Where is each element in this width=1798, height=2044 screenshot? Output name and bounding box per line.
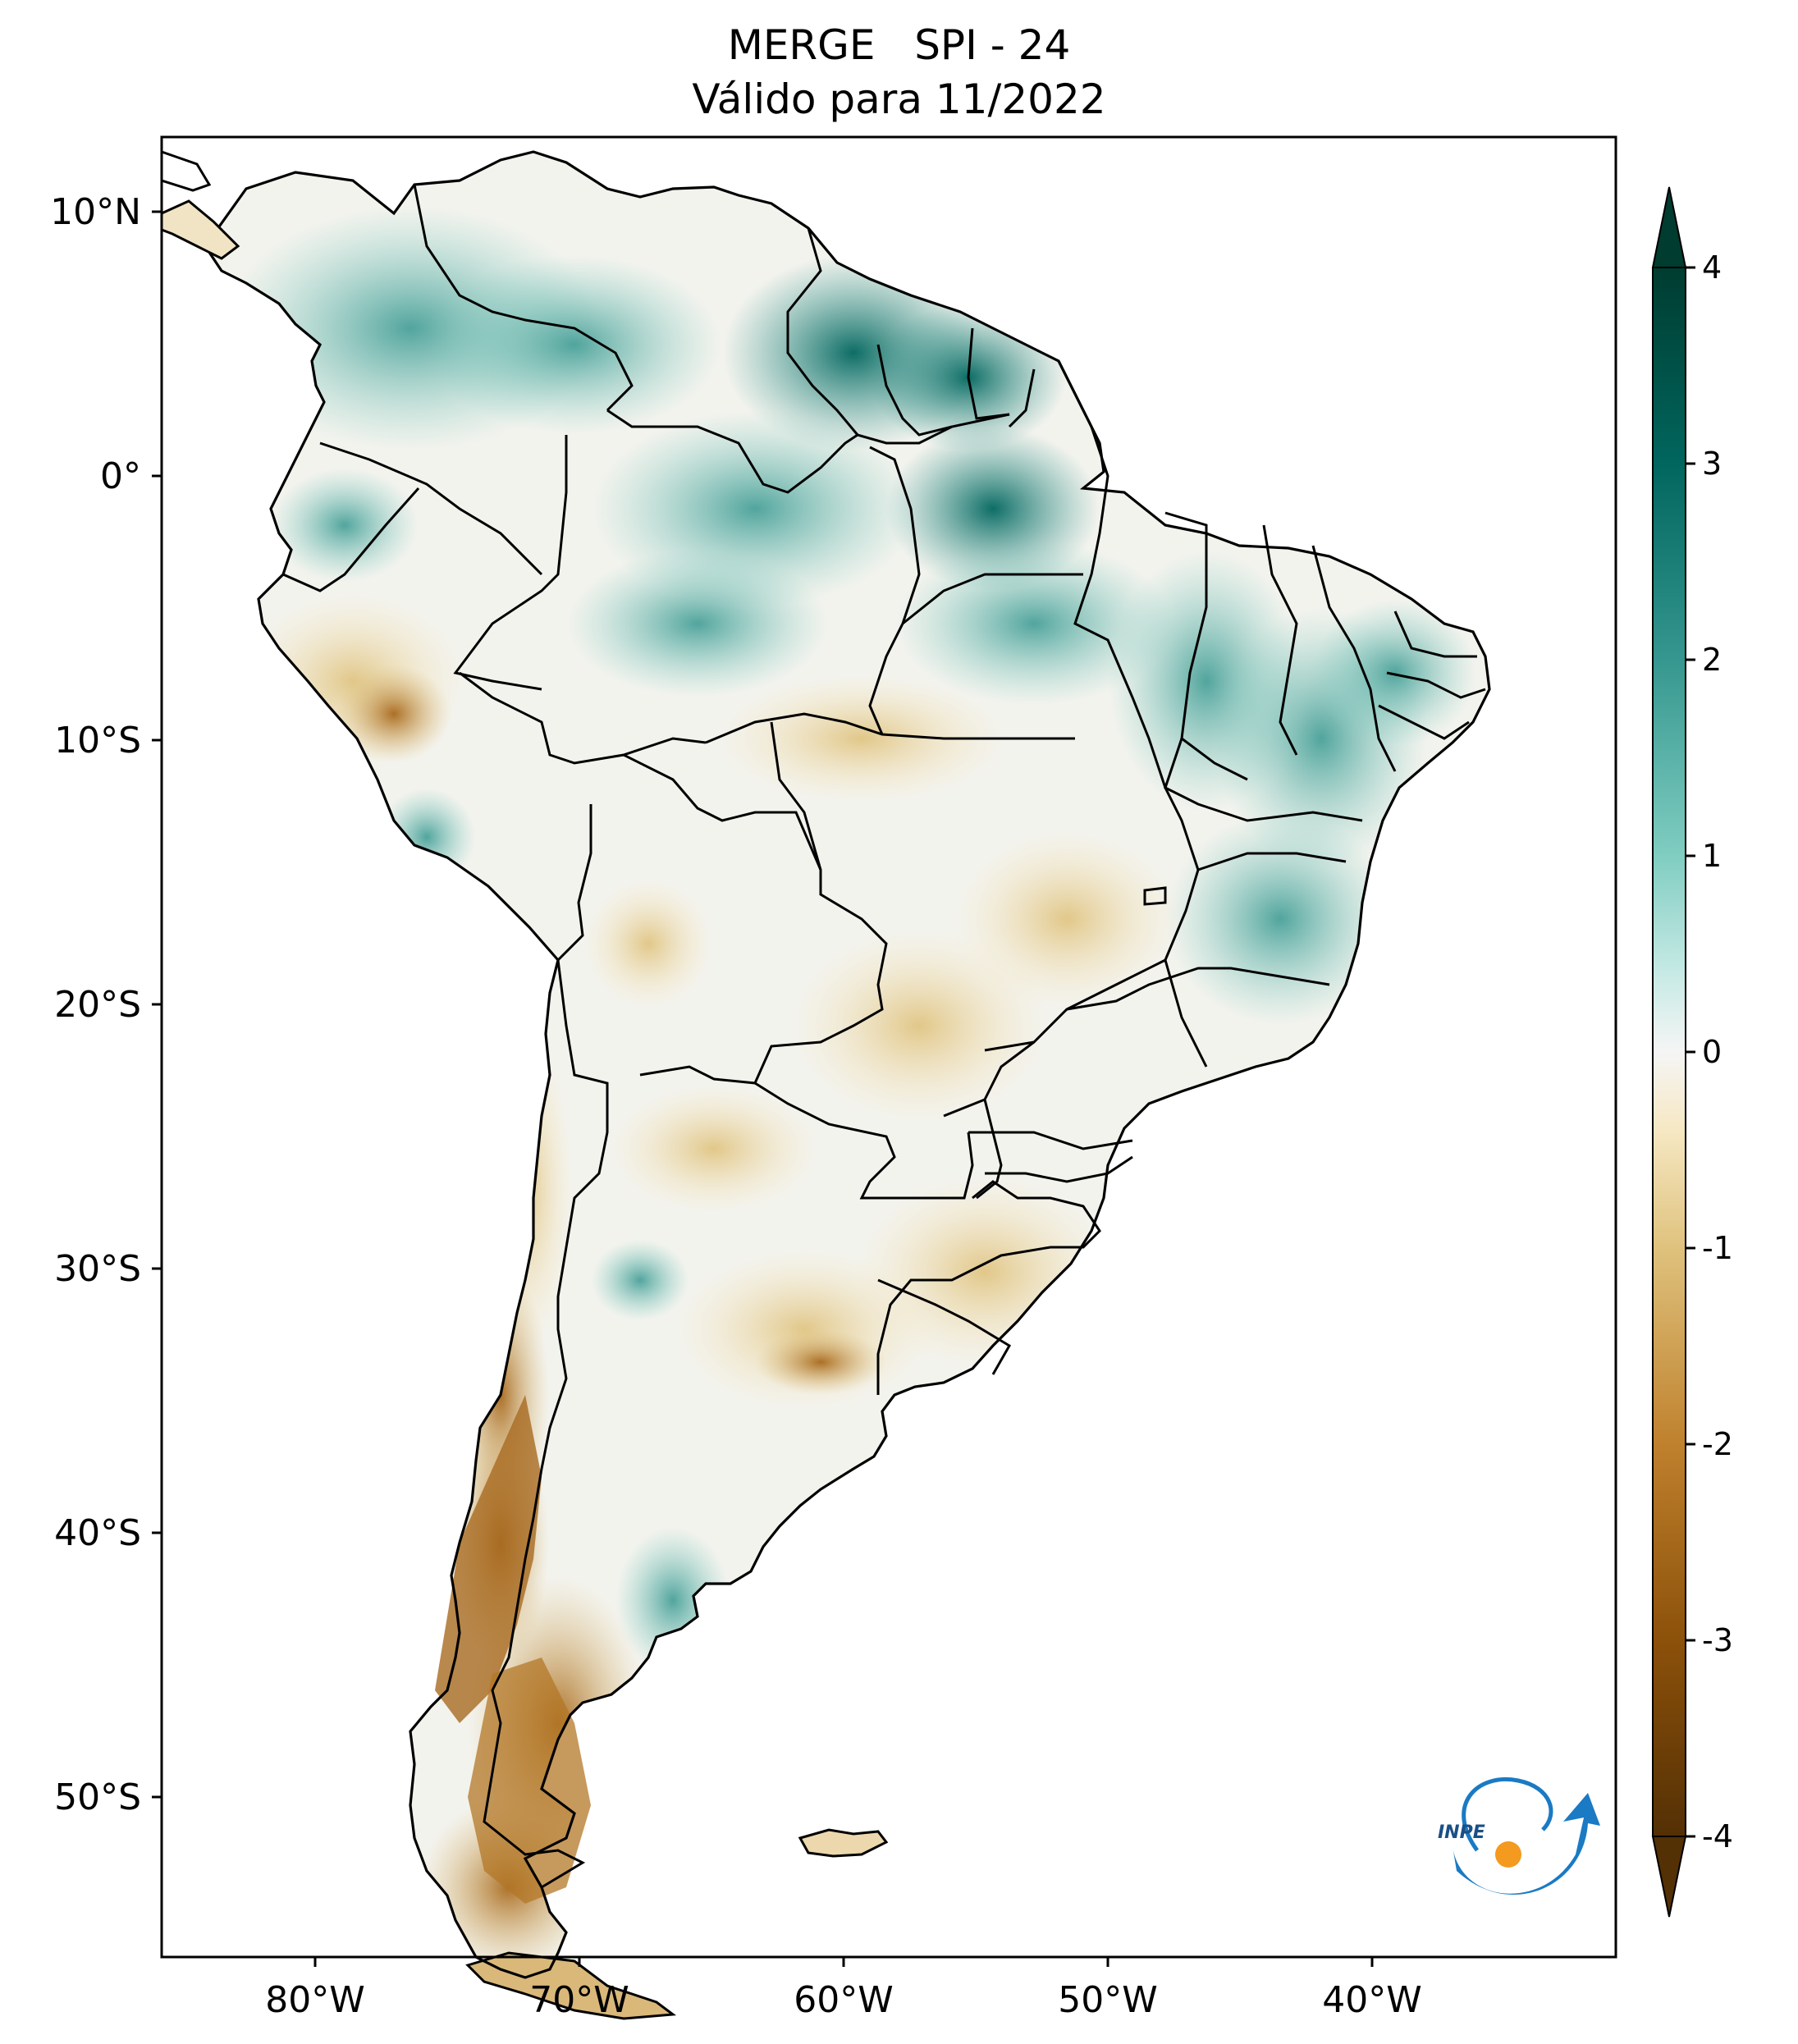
- inpe-logo-text: INPE: [1438, 1822, 1485, 1843]
- lon-tick-40w: 40°W: [1322, 1979, 1422, 2021]
- lat-tick-10n: 10°N: [50, 191, 141, 233]
- colorbar-tick-label: -1: [1702, 1230, 1733, 1266]
- lat-tick-50s: 50°S: [54, 1776, 141, 1818]
- colorbar-tick-label: 2: [1702, 642, 1722, 678]
- inpe-logo: INPE: [1438, 1777, 1600, 1895]
- map-title-line1: MERGE SPI - 24: [727, 21, 1071, 69]
- colorbar-body: [1652, 267, 1686, 1837]
- colorbar-tick-label: -3: [1702, 1622, 1733, 1658]
- lat-tick-20s: 20°S: [54, 984, 141, 1026]
- lat-tick-0: 0°: [100, 455, 141, 497]
- lat-tick-10s: 10°S: [54, 720, 141, 761]
- colorbar-tick-label: -4: [1702, 1818, 1733, 1854]
- colorbar-tick-label: 0: [1702, 1034, 1722, 1070]
- lon-tick-60w: 60°W: [794, 1979, 894, 2021]
- lat-tick-30s: 30°S: [54, 1248, 141, 1290]
- colorbar-extend-min: [1651, 1836, 1687, 1918]
- colorbar-tick-label: -2: [1702, 1426, 1733, 1462]
- latitude-axis: 10°N 0° 10°S 20°S 30°S 40°S 50°S: [50, 191, 162, 1818]
- borders: [282, 184, 1486, 1889]
- colorbar-extend-max: [1651, 186, 1687, 268]
- colorbar-tick-label: 4: [1702, 249, 1722, 286]
- lon-tick-50w: 50°W: [1058, 1979, 1158, 2021]
- longitude-axis: 80°W 70°W 60°W 50°W 40°W: [265, 1957, 1422, 2021]
- colorbar-tick-label: 3: [1702, 446, 1722, 482]
- colorbar-tick-label: 1: [1702, 838, 1722, 874]
- colorbar: 4 3 2 1 0 -1 -2 -3 -4: [1651, 186, 1733, 1918]
- lon-tick-70w: 70°W: [529, 1979, 629, 2021]
- central-america: [160, 199, 240, 260]
- lon-tick-80w: 80°W: [265, 1979, 365, 2021]
- map-frame: [160, 135, 1617, 1959]
- map-title-line2: Válido para 11/2022: [692, 75, 1106, 123]
- lat-tick-40s: 40°S: [54, 1512, 141, 1554]
